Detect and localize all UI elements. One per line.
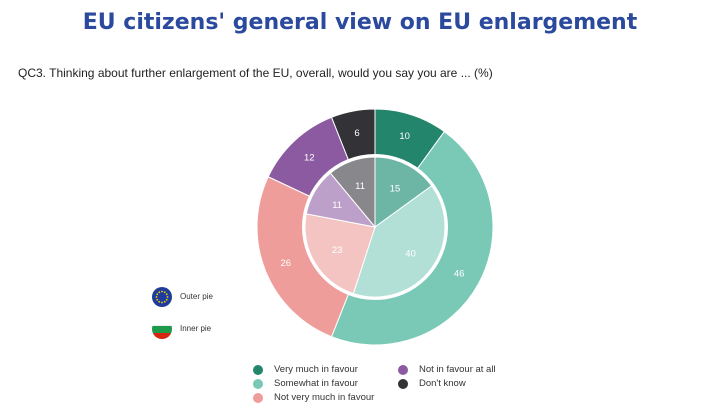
inner-pie-data-label: 11 [355,181,365,192]
legend-item-dont-know: Don't know [398,378,466,389]
legend-label: Not very much in favour [274,392,375,403]
legend-swatch [253,392,263,403]
outer-pie-data-label: 46 [454,269,465,280]
inner-pie-data-label: 23 [332,245,343,256]
inner-pie-data-label: 15 [390,183,401,194]
inner-pie-slice [352,185,446,298]
outer-pie-data-label: 10 [399,131,410,142]
legend-swatch [253,364,263,375]
question-text: QC3. Thinking about further enlargement … [18,66,493,80]
outer-pie-data-label: 26 [280,258,291,269]
outer-pie-data-label: 12 [304,153,315,164]
legend-label: Don't know [419,378,466,389]
inner-pie-label: Inner pie [180,324,212,333]
legend-label: Very much in favour [274,364,358,375]
legend-item-not-very-much-in-favour: Not very much in favour [253,392,374,403]
inner-pie-data-label: 40 [405,248,416,259]
inner-pie-data-label: 11 [332,200,342,211]
inner-pie-slice [374,156,433,228]
inner-pie-slice [304,213,376,295]
legend-item-very-much-in-favour: Very much in favour [253,364,358,375]
inner-pie-slice [329,156,376,229]
legend-swatch [398,378,408,389]
legend-swatch [253,378,263,389]
legend-label: Not in favour at all [419,364,496,375]
chart-title: EU citizens' general view on EU enlargem… [82,10,638,35]
eu-flag-icon [152,287,172,307]
bulgaria-flag-icon [152,319,172,339]
legend-item-not-in-favour-at-all: Not in favour at all [398,364,496,375]
legend-swatch [398,364,408,375]
outer-pie-label: Outer pie [180,292,213,301]
legend-item-somewhat-in-favour: Somewhat in favour [253,378,358,389]
outer-pie-data-label: 6 [354,128,359,139]
legend-label: Somewhat in favour [274,378,358,389]
